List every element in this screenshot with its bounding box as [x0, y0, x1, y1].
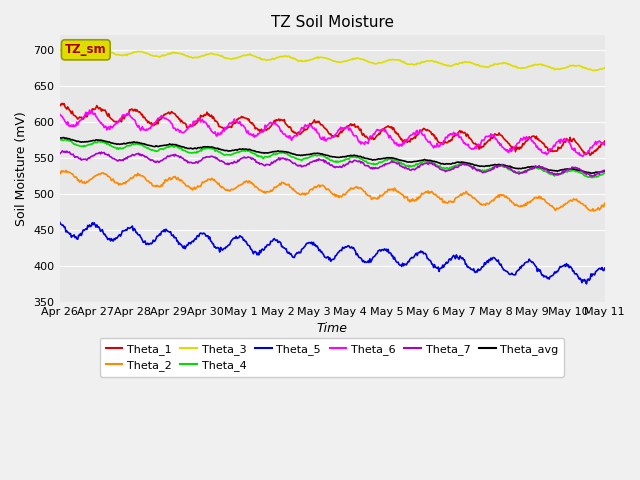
Theta_3: [153, 53, 161, 59]
Title: TZ Soil Moisture: TZ Soil Moisture: [271, 15, 394, 30]
Theta_5: [152, 236, 160, 241]
Theta_avg: [56, 135, 63, 141]
Line: Theta_7: Theta_7: [60, 151, 605, 176]
Theta_2: [590, 208, 598, 214]
Theta_1: [378, 128, 385, 134]
Theta_1: [153, 118, 161, 124]
Theta_6: [579, 154, 587, 159]
Theta_avg: [60, 135, 67, 141]
Theta_1: [196, 112, 204, 118]
Theta_avg: [378, 156, 385, 162]
Y-axis label: Soil Moisture (mV): Soil Moisture (mV): [15, 111, 28, 226]
Theta_6: [153, 118, 161, 123]
Theta_1: [303, 126, 311, 132]
Theta_2: [62, 168, 70, 173]
Theta_7: [420, 161, 428, 167]
Theta_1: [586, 153, 594, 158]
Theta_4: [601, 170, 609, 176]
Theta_7: [601, 168, 609, 173]
Line: Theta_6: Theta_6: [60, 110, 605, 156]
Theta_1: [467, 136, 475, 142]
Line: Theta_2: Theta_2: [60, 170, 605, 211]
Theta_4: [196, 148, 204, 154]
Theta_7: [303, 161, 311, 167]
Theta_4: [377, 159, 385, 165]
Theta_4: [302, 155, 310, 161]
Theta_avg: [196, 144, 204, 150]
Theta_6: [601, 142, 609, 148]
Theta_avg: [303, 152, 311, 157]
Theta_3: [56, 48, 63, 53]
Theta_5: [582, 281, 590, 287]
Line: Theta_4: Theta_4: [60, 139, 605, 178]
Theta_3: [378, 60, 385, 65]
Theta_3: [590, 68, 598, 73]
Theta_7: [58, 148, 66, 154]
Theta_2: [420, 190, 428, 196]
Theta_avg: [153, 143, 161, 149]
Theta_3: [420, 59, 428, 65]
Theta_4: [420, 158, 428, 164]
Theta_7: [196, 158, 204, 164]
Theta_7: [467, 163, 475, 169]
X-axis label: Time: Time: [317, 323, 348, 336]
Theta_4: [56, 136, 63, 142]
Theta_2: [153, 182, 161, 188]
Theta_5: [466, 265, 474, 271]
Theta_6: [467, 145, 475, 151]
Theta_3: [196, 54, 204, 60]
Theta_2: [56, 171, 63, 177]
Theta_3: [61, 46, 69, 52]
Line: Theta_avg: Theta_avg: [60, 138, 605, 173]
Theta_avg: [587, 170, 595, 176]
Theta_3: [601, 65, 609, 71]
Theta_7: [56, 151, 63, 157]
Theta_6: [86, 107, 93, 113]
Theta_1: [58, 101, 66, 107]
Theta_5: [377, 248, 385, 254]
Theta_4: [466, 162, 474, 168]
Theta_2: [303, 191, 311, 197]
Theta_2: [196, 183, 204, 189]
Theta_7: [153, 158, 161, 164]
Theta_6: [196, 119, 204, 125]
Theta_5: [420, 251, 428, 257]
Theta_5: [56, 219, 63, 225]
Theta_6: [303, 122, 311, 128]
Theta_avg: [420, 156, 428, 162]
Theta_avg: [601, 168, 609, 174]
Theta_5: [302, 241, 310, 247]
Theta_6: [420, 132, 428, 138]
Theta_5: [196, 231, 204, 237]
Theta_3: [467, 60, 475, 66]
Theta_7: [378, 164, 385, 169]
Legend: Theta_1, Theta_2, Theta_3, Theta_4, Theta_5, Theta_6, Theta_7, Theta_avg: Theta_1, Theta_2, Theta_3, Theta_4, Thet…: [100, 338, 564, 376]
Line: Theta_1: Theta_1: [60, 104, 605, 156]
Theta_7: [588, 173, 596, 179]
Text: TZ_sm: TZ_sm: [65, 43, 107, 56]
Line: Theta_3: Theta_3: [60, 49, 605, 71]
Theta_1: [56, 101, 63, 107]
Theta_4: [152, 148, 160, 154]
Theta_1: [420, 126, 428, 132]
Theta_4: [588, 175, 596, 180]
Theta_6: [56, 111, 63, 117]
Theta_6: [378, 127, 385, 132]
Line: Theta_5: Theta_5: [60, 222, 605, 284]
Theta_5: [601, 265, 609, 271]
Theta_1: [601, 138, 609, 144]
Theta_2: [378, 193, 385, 199]
Theta_3: [303, 58, 311, 63]
Theta_2: [601, 201, 609, 206]
Theta_avg: [467, 161, 475, 167]
Theta_2: [467, 192, 475, 198]
